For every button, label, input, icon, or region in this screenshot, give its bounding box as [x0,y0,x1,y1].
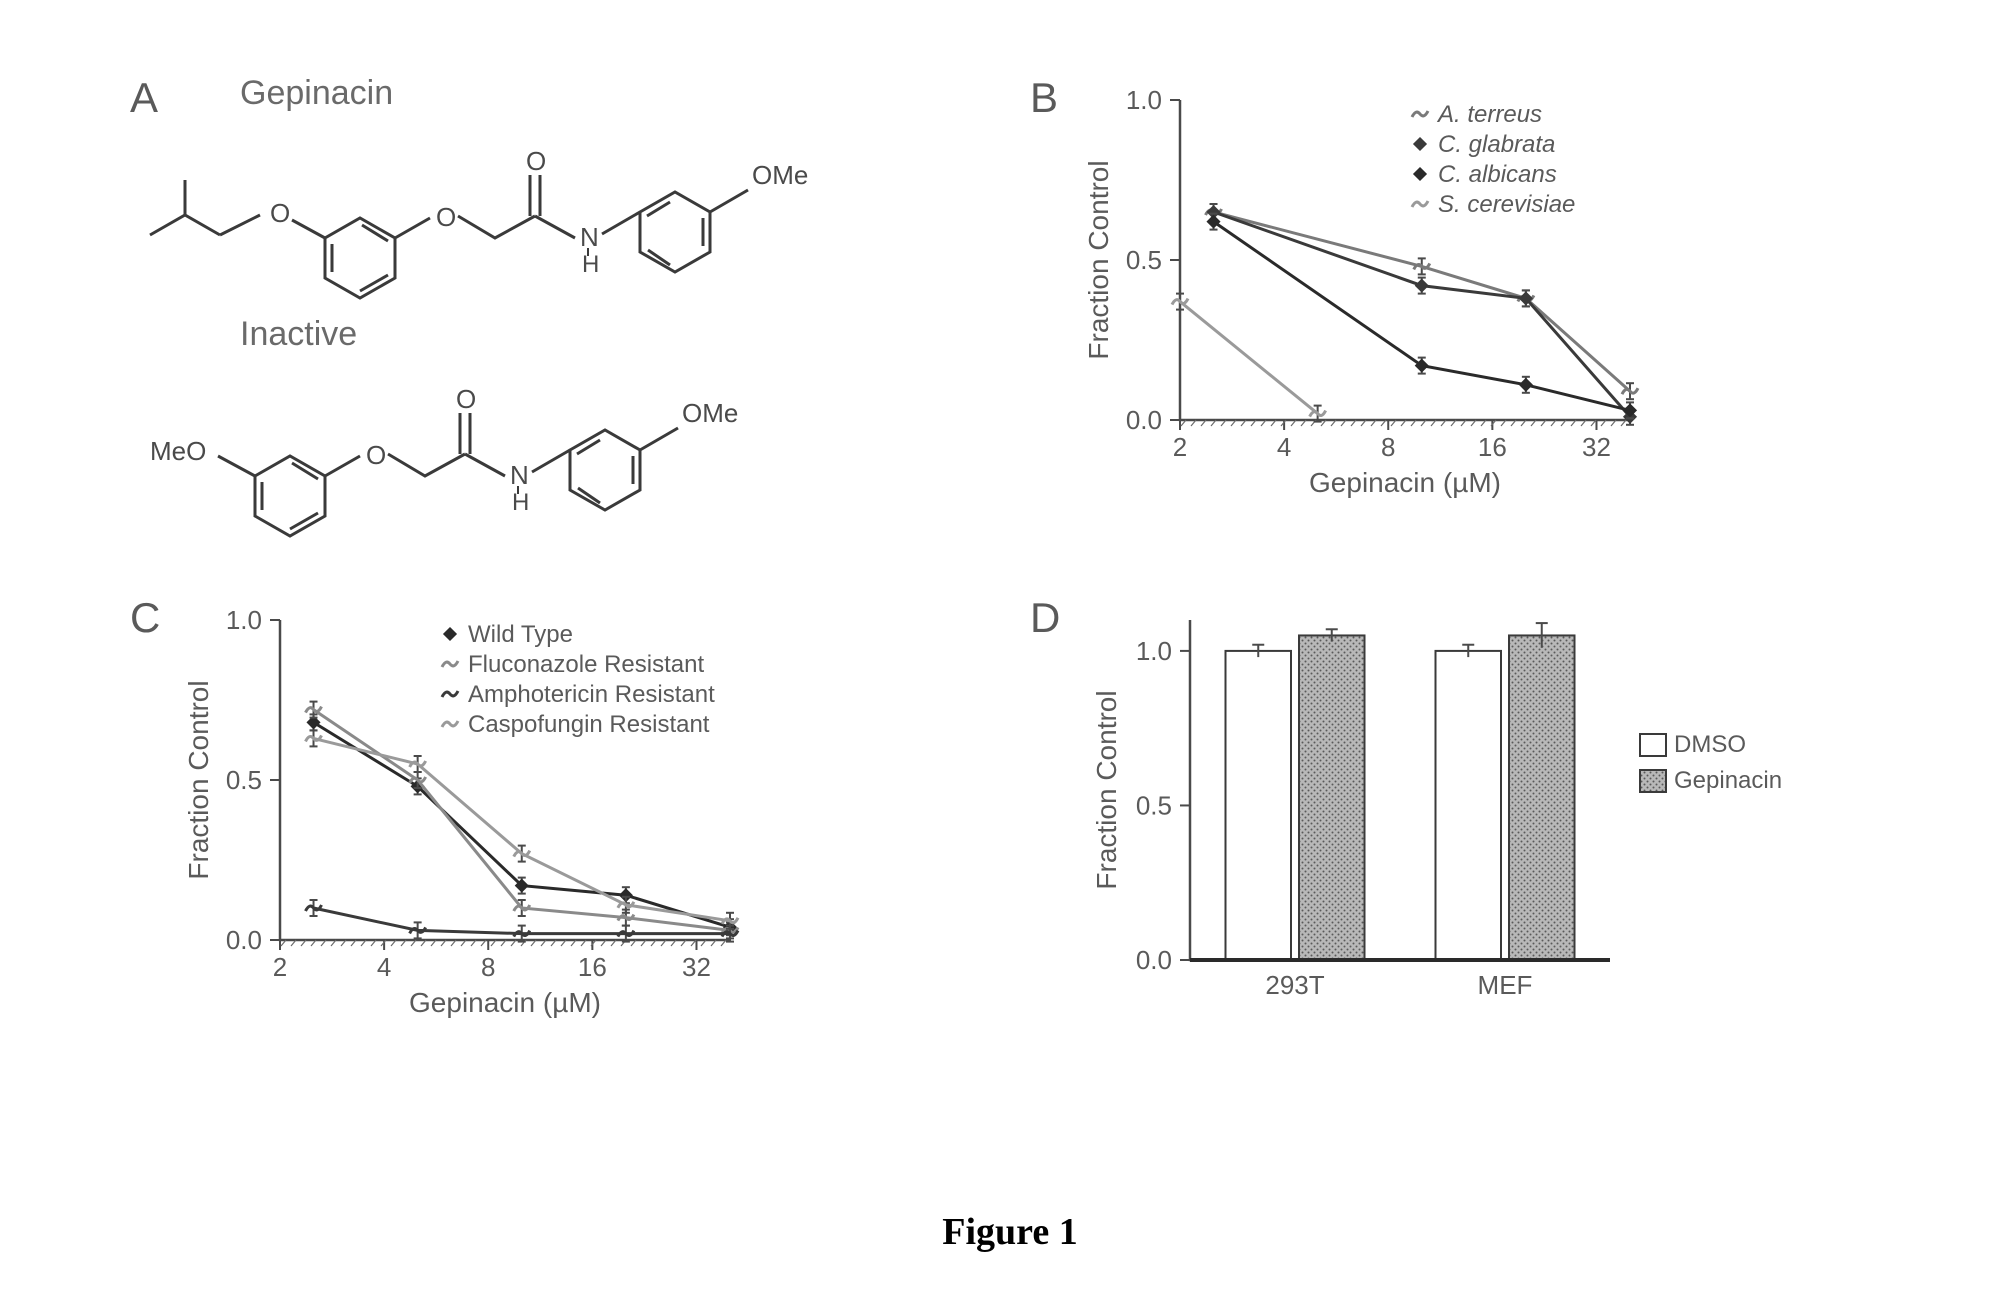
svg-text:8: 8 [1381,432,1395,462]
panel-a-title-active: Gepinacin [240,74,393,113]
svg-text:2: 2 [273,952,287,982]
figure-1-container: A Gepinacin Inactive O [140,80,1880,1080]
atom-n: N [580,222,599,252]
svg-text:C. glabrata: C. glabrata [1438,131,1555,158]
svg-text:Gepinacin: Gepinacin [1674,767,1782,794]
atom-o: O [270,198,290,228]
panel-c: C 0.00.51.02481632Gepinacin (µM)Fraction… [140,600,960,1070]
svg-text:A. terreus: A. terreus [1436,101,1542,128]
panel-d-label: D [1030,594,1060,642]
svg-text:Fraction Control: Fraction Control [1091,690,1122,889]
panel-c-label: C [130,594,160,642]
svg-text:16: 16 [1478,432,1507,462]
svg-text:16: 16 [578,952,607,982]
panel-d-chart: 0.0 0.5 1.0 293T MEF Fraction Control DMSO Gepi… [1070,600,1860,1070]
panel-b-label: B [1030,74,1058,122]
panel-b: B 0.00.51.02481632Gepinacin (µM)Fraction… [1040,80,1860,550]
svg-text:0.5: 0.5 [1126,245,1162,275]
svg-text:Fraction Control: Fraction Control [183,680,214,879]
atom-h: H [582,251,599,278]
svg-text:C. albicans: C. albicans [1438,161,1557,188]
svg-text:Caspofungin Resistant: Caspofungin Resistant [468,711,710,738]
panel-b-chart: 0.0 0.5 1.0 2 4 8 16 32 Gepinacin (µM) Fraction C… [1070,80,1860,550]
svg-text:1.0: 1.0 [1136,636,1172,666]
atom-ome-1: OMe [752,160,808,190]
panel-c-chart: 0.0 0.5 1.0 2 4 8 16 32 Gepinacin (µM) Fraction C… [170,600,960,1070]
atom-o-5: O [456,384,476,414]
svg-text:MEF: MEF [1478,970,1533,1000]
svg-text:S. cerevisiae: S. cerevisiae [1438,191,1575,218]
svg-text:32: 32 [682,952,711,982]
svg-text:Fluconazole Resistant: Fluconazole Resistant [468,651,704,678]
atom-n-2: N [510,460,529,490]
svg-text:Wild Type: Wild Type [468,621,573,648]
atom-h-2: H [512,489,529,516]
svg-text:32: 32 [1582,432,1611,462]
svg-text:1.0: 1.0 [226,605,262,635]
svg-text:Gepinacin (µM): Gepinacin (µM) [409,987,601,1018]
atom-ome-2: OMe [682,398,738,428]
svg-text:Gepinacin (µM): Gepinacin (µM) [1309,467,1501,498]
svg-text:Amphotericin Resistant: Amphotericin Resistant [468,681,715,708]
svg-text:4: 4 [377,952,391,982]
svg-text:4: 4 [1277,432,1291,462]
svg-text:8: 8 [481,952,495,982]
panel-a-title-inactive: Inactive [240,315,357,354]
panel-d: D 0.00.51.0293TMEFFraction ControlDMSOGe… [1040,600,1860,1070]
svg-text:0.0: 0.0 [1136,945,1172,975]
svg-text:293T: 293T [1265,970,1324,1000]
figure-caption: Figure 1 [140,1210,1880,1254]
svg-text:DMSO: DMSO [1674,731,1746,758]
svg-text:1.0: 1.0 [1126,85,1162,115]
inactive-structure: MeO O [140,358,910,553]
svg-text:Fraction Control: Fraction Control [1083,160,1114,359]
atom-o-4: O [366,440,386,470]
panel-a: A Gepinacin Inactive O [140,80,960,550]
panel-a-label: A [130,74,158,122]
svg-text:2: 2 [1173,432,1187,462]
gepinacin-structure: O O [140,120,910,315]
svg-text:0.0: 0.0 [1126,405,1162,435]
atom-o-2: O [436,202,456,232]
atom-meo: MeO [150,436,206,466]
svg-text:0.5: 0.5 [226,765,262,795]
svg-text:0.0: 0.0 [226,925,262,955]
svg-text:0.5: 0.5 [1136,790,1172,820]
atom-o-3: O [526,146,546,176]
